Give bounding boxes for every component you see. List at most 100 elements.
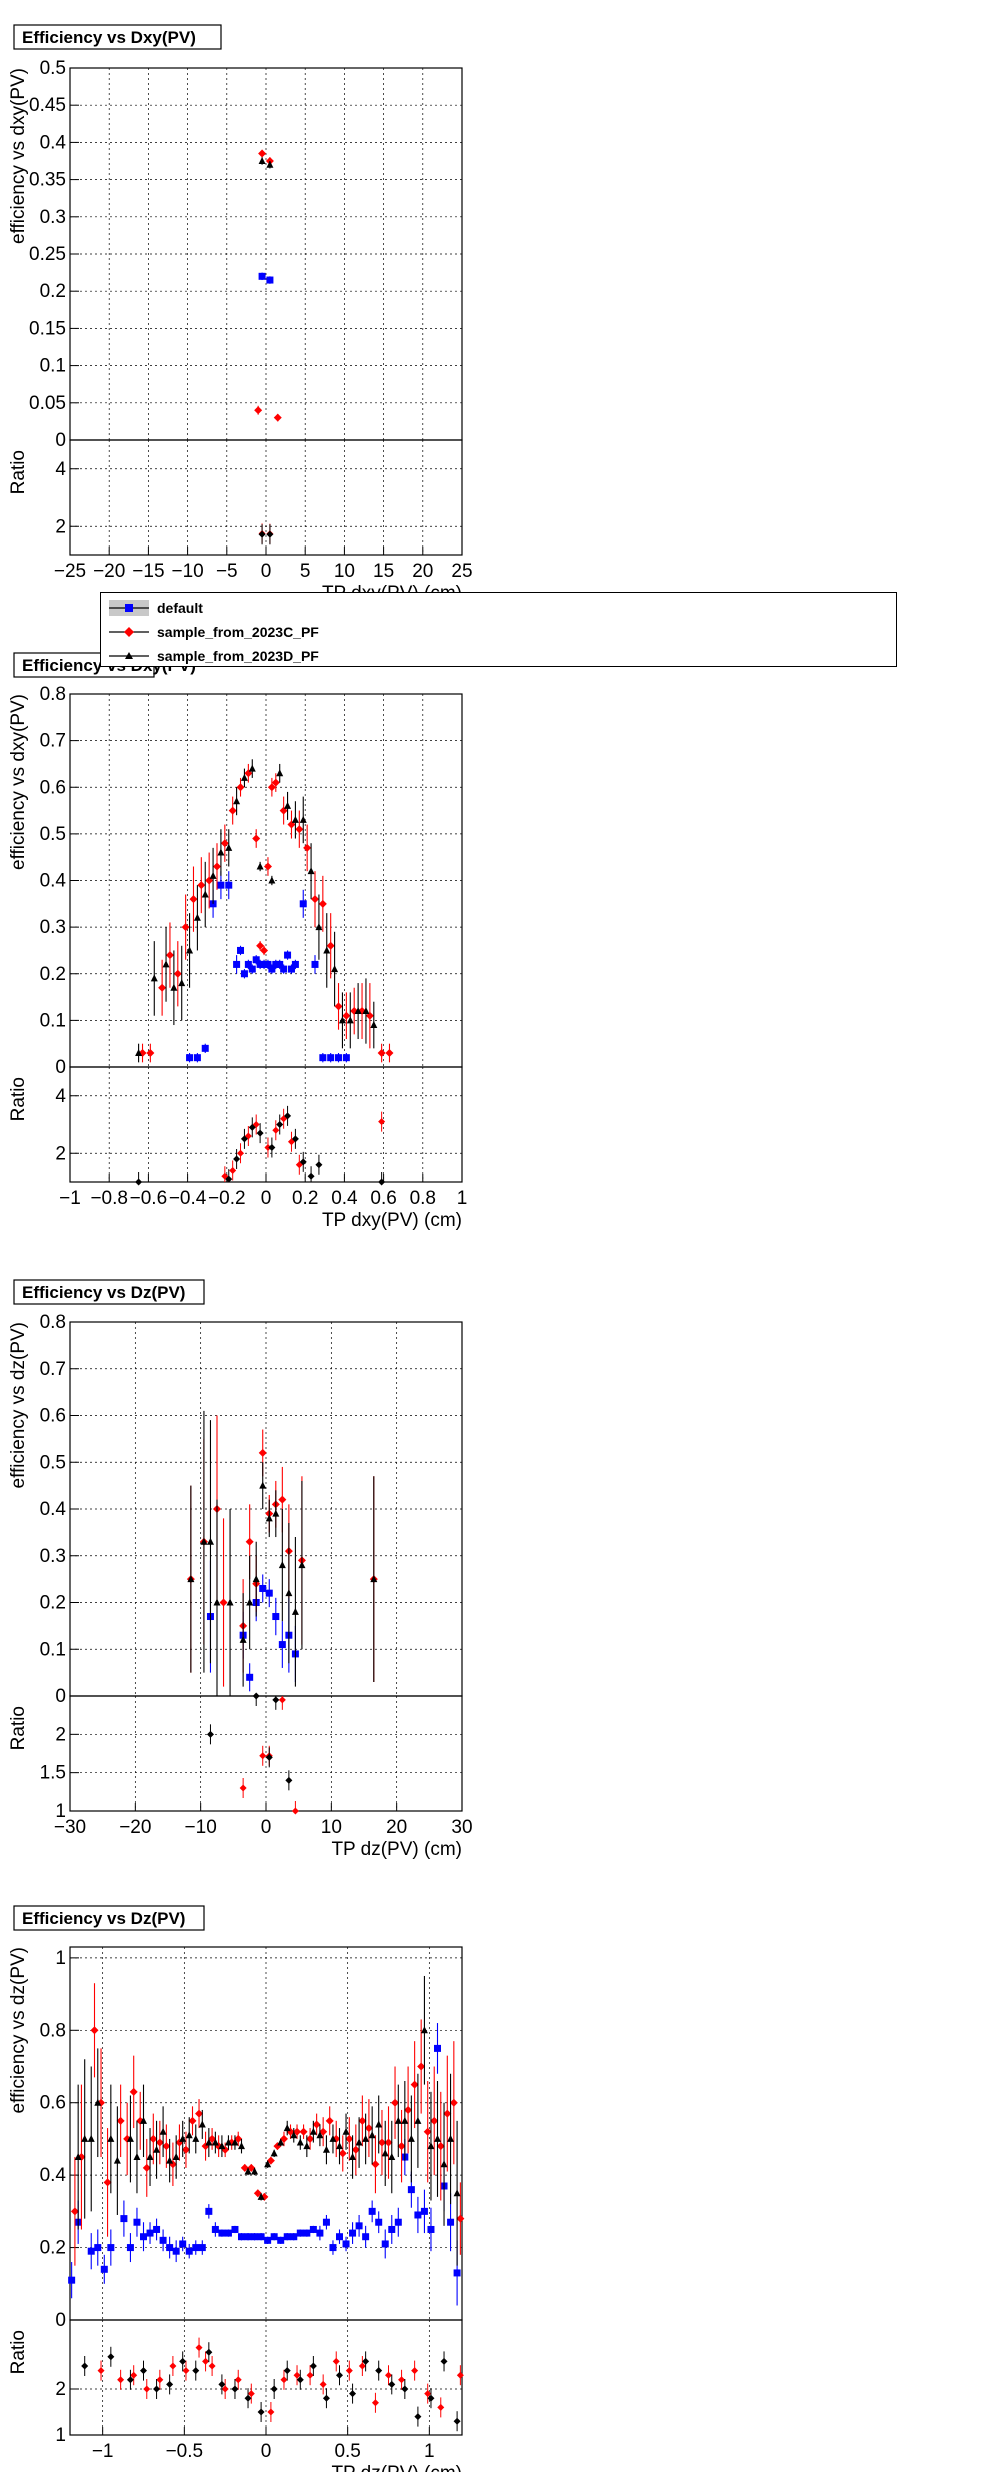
data-point-sample_from_2023D_PF [355, 2138, 363, 2146]
x-tick-label: 20 [386, 1817, 407, 1838]
data-point-default [276, 960, 284, 968]
data-point-sample_from_2023D_PF [74, 2153, 82, 2161]
data-point-sample_from_2023D_PF [166, 2156, 174, 2164]
data-point-default [251, 2233, 259, 2241]
data-point-sample_from_2023D_PF [150, 974, 158, 982]
ratio-point [385, 2371, 392, 2379]
x-tick-label: 30 [451, 1817, 472, 1838]
data-point-sample_from_2023D_PF [447, 2134, 455, 2142]
data-point-default [172, 2247, 180, 2255]
chart-panel-4: Efficiency vs Dz(PV) −1 −0.5 0 0.5 1 0 0.2 0.4 0.… [0, 1893, 996, 2472]
x-tick-label: 0 [261, 561, 272, 582]
data-point-sample_from_2023D_PF [209, 871, 217, 879]
data-point-sample_from_2023D_PF [420, 2026, 428, 2034]
y-tick-label: 0.6 [40, 2093, 66, 2114]
data-point-default [120, 2215, 128, 2223]
ratio-y-tick-label: 1 [55, 2425, 66, 2446]
data-point-sample_from_2023D_PF [107, 2134, 115, 2142]
ratio-point [248, 1123, 256, 1131]
data-point-sample_from_2023D_PF [453, 2189, 461, 2197]
y-tick-label: 1 [55, 1948, 66, 1969]
x-axis-label: TP dxy(PV) (cm) [322, 1210, 462, 1231]
y-tick-label: 0.6 [40, 1406, 66, 1427]
y-tick-label: 0.35 [29, 170, 66, 191]
y-tick-label: 0.2 [40, 964, 66, 985]
ratio-point [345, 2367, 353, 2375]
data-point-sample_from_2023C_PF [391, 2098, 400, 2107]
data-point-default [264, 2236, 272, 2244]
chart-svg-1: Efficiency vs Dxy(PV) −25 −20 −15 −10 −5 0 5 10 1… [8, 24, 473, 604]
data-point-sample_from_2023C_PF [123, 2134, 132, 2143]
y-tick-label: 0.3 [40, 207, 66, 228]
data-point-sample_from_2023C_PF [116, 2116, 125, 2125]
data-point-sample_from_2023D_PF [370, 1021, 378, 1029]
data-point-default [205, 2207, 213, 2215]
data-point-default [179, 2240, 187, 2248]
data-point-sample_from_2023D_PF [266, 160, 274, 168]
title-box [13, 1905, 205, 1931]
ratio-point [280, 2376, 288, 2384]
ratio-point [414, 2413, 422, 2421]
x-tick-label: −0.4 [169, 1188, 207, 1209]
data-point-sample_from_2023D_PF [200, 1537, 208, 1545]
data-point-sample_from_2023C_PF [312, 2120, 321, 2129]
data-point-default [291, 960, 299, 968]
data-point-sample_from_2023D_PF [172, 2153, 180, 2161]
data-point-default [231, 2225, 239, 2233]
data-point-sample_from_2023D_PF [362, 2134, 370, 2142]
data-point-sample_from_2023D_PF [285, 1589, 293, 1597]
data-point-default [266, 276, 274, 284]
y-tick-label: 0.7 [40, 1359, 66, 1380]
ratio-point [257, 2408, 265, 2416]
data-point-sample_from_2023D_PF [159, 2127, 167, 2135]
data-point-default [270, 2233, 278, 2241]
ratio-point [252, 1692, 260, 1700]
data-point-sample_from_2023D_PF [217, 848, 225, 856]
data-point-default [248, 965, 256, 973]
data-point-sample_from_2023D_PF [146, 2153, 154, 2161]
data-point-sample_from_2023C_PF [417, 2062, 426, 2071]
ratio-point [234, 2376, 242, 2384]
chart-title: Efficiency vs Dz(PV) [22, 1283, 185, 1302]
ratio-point [247, 2390, 255, 2398]
ratio-point [267, 2408, 275, 2416]
ratio-point [166, 2380, 174, 2388]
data-point-default [375, 2218, 383, 2226]
legend: default sample_from_2023C_PF sample_from… [100, 592, 897, 667]
data-point-default [394, 2218, 402, 2226]
legend-marker-default [109, 600, 149, 616]
data-point-default [256, 960, 264, 968]
data-point-sample_from_2023C_PF [273, 413, 282, 422]
data-point-default [193, 1054, 201, 1062]
data-point-sample_from_2023C_PF [385, 1049, 394, 1058]
data-point-sample_from_2023C_PF [377, 1049, 386, 1058]
ratio-point [375, 2367, 383, 2375]
data-point-sample_from_2023C_PF [195, 2109, 204, 2118]
data-point-default [107, 2244, 115, 2252]
y-tick-label: 0.2 [40, 2238, 66, 2259]
chart-panel-1: Efficiency vs Dxy(PV) −25 −20 −15 −10 −5 0 5 10 1… [0, 0, 996, 604]
data-point-sample_from_2023D_PF [205, 2138, 213, 2146]
y-axis-label: efficiency vs dxy(PV) [8, 68, 29, 244]
y-tick-label: 0.5 [40, 824, 66, 845]
data-point-default [311, 960, 319, 968]
x-tick-label: −0.6 [130, 1188, 168, 1209]
data-point-sample_from_2023C_PF [456, 2214, 465, 2223]
ratio-axis-label: Ratio [8, 1077, 29, 1121]
data-point-sample_from_2023D_PF [331, 965, 339, 973]
data-point-sample_from_2023D_PF [381, 2149, 389, 2157]
y-tick-label: 0.45 [29, 95, 66, 116]
ratio-point [266, 530, 274, 538]
data-point-sample_from_2023C_PF [342, 1011, 351, 1020]
data-point-sample_from_2023C_PF [213, 862, 221, 871]
ratio-y-tick-label: 1.5 [40, 1763, 66, 1784]
data-point-default [316, 2229, 324, 2237]
data-point-sample_from_2023D_PF [354, 1007, 362, 1015]
ratio-point [336, 2371, 343, 2379]
data-point-sample_from_2023D_PF [240, 773, 248, 781]
ratio-point [456, 2371, 464, 2379]
x-tick-label: −1 [92, 2441, 114, 2462]
data-point-sample_from_2023D_PF [153, 2145, 161, 2153]
title-box [13, 1279, 205, 1305]
data-point-sample_from_2023C_PF [240, 2163, 249, 2172]
